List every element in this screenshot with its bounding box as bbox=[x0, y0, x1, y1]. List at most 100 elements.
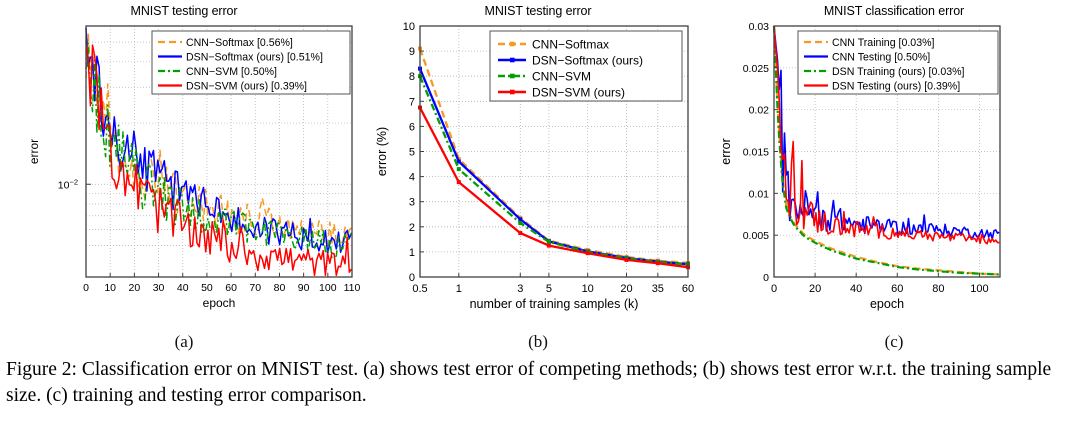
ytick-label-9: 9 bbox=[409, 46, 415, 58]
xtick-label-5: 20 bbox=[620, 283, 632, 295]
panel-c-xlabel: epoch bbox=[870, 297, 904, 311]
xtick-label-80: 80 bbox=[274, 282, 286, 294]
legend-marker-3 bbox=[510, 89, 515, 95]
legend-label-0: CNN−Softmax [0.56%] bbox=[186, 37, 293, 49]
xtick-label-3: 5 bbox=[546, 283, 552, 295]
ytick-label-7: 7 bbox=[409, 96, 415, 108]
ytick-label-1: 0.005 bbox=[743, 230, 769, 242]
panel-a-legend-box bbox=[151, 30, 351, 95]
panel-c-plot: 0 20 40 60 80 100 0 0.005 0.01 0.015 0.02 0.025 0.03… bbox=[719, 21, 1001, 311]
panel-b-legend-box bbox=[489, 30, 683, 102]
xtick-label-40: 40 bbox=[850, 283, 862, 295]
xtick-label-110: 110 bbox=[344, 282, 361, 294]
subcaption-b: (b) bbox=[528, 332, 548, 351]
series-line-dsn-svm-ours- bbox=[85, 42, 353, 277]
xtick-label-20: 20 bbox=[129, 282, 141, 294]
ytick-label-6: 6 bbox=[409, 121, 415, 133]
legend-label-2: DSN Training (ours) [0.03%] bbox=[832, 66, 965, 78]
panel-a-xlabel: epoch bbox=[203, 296, 236, 310]
xtick-label-40: 40 bbox=[177, 282, 189, 294]
xtick-label-10: 10 bbox=[104, 282, 116, 294]
panel-b-ylabel: error (%) bbox=[375, 127, 389, 176]
panel-a-axes-frame bbox=[85, 25, 353, 278]
legend-label-3: DSN−SVM (ours) [0.39%] bbox=[186, 80, 307, 92]
ytick-label-1: 1 bbox=[409, 247, 415, 259]
series-line-cnn-svm bbox=[418, 75, 689, 266]
ytick-label-5: 0.025 bbox=[743, 63, 769, 75]
xtick-label-70: 70 bbox=[249, 282, 261, 294]
series-marker bbox=[518, 221, 523, 226]
series-marker bbox=[456, 159, 461, 164]
xtick-label-90: 90 bbox=[298, 282, 310, 294]
legend-marker-1 bbox=[510, 57, 515, 63]
legend-label-3: DSN−SVM (ours) bbox=[532, 85, 625, 99]
xtick-label-6: 35 bbox=[652, 283, 664, 295]
legend-marker-0 bbox=[510, 41, 515, 47]
xtick-label-30: 30 bbox=[153, 282, 165, 294]
legend-label-1: CNN Testing [0.50%] bbox=[832, 51, 930, 63]
xtick-label-0: 0.5 bbox=[412, 283, 427, 295]
panel-b-title: MNIST testing error bbox=[484, 4, 592, 18]
series-marker bbox=[456, 167, 461, 172]
xtick-label-1: 1 bbox=[456, 283, 462, 295]
legend-label-1: DSN−Softmax (ours) bbox=[532, 53, 643, 67]
panel-a: MNIST testing error 0 10 20 30 40 50 60 70 80 90 1… bbox=[0, 0, 368, 330]
panel-b: MNIST testing error 0.5 1 3 5 10 20 35 60 0 1 2 3 4 5… bbox=[368, 0, 708, 330]
legend-marker-2 bbox=[510, 73, 515, 79]
xtick-label-20: 20 bbox=[809, 283, 821, 295]
series-line-dsn-testing-ours- bbox=[773, 25, 1000, 245]
xtick-label-80: 80 bbox=[932, 283, 944, 295]
ytick-label-6: 0.03 bbox=[749, 21, 770, 33]
series-line-cnn-svm bbox=[85, 42, 353, 259]
panel-c: MNIST classification error 0 20 40 60 80 100 0… bbox=[708, 0, 1080, 330]
panel-b-xlabel: number of training samples (k) bbox=[470, 297, 639, 311]
xtick-label-50: 50 bbox=[201, 282, 213, 294]
series-marker bbox=[624, 257, 629, 262]
subcaption-a: (a) bbox=[174, 332, 194, 351]
legend-label-2: CNN−SVM [0.50%] bbox=[186, 66, 277, 78]
xtick-label-0: 0 bbox=[83, 282, 89, 294]
xtick-label-100: 100 bbox=[970, 283, 988, 295]
legend-label-3: DSN Testing (ours) [0.39%] bbox=[832, 80, 960, 92]
ytick-label-2: 2 bbox=[409, 222, 415, 234]
ytick-label-0: 0 bbox=[409, 272, 415, 284]
legend-label-0: CNN−Softmax bbox=[532, 37, 609, 51]
panel-c-title: MNIST classification error bbox=[823, 4, 965, 18]
series-line-cnn-testing bbox=[773, 25, 1000, 240]
ytick-label-4: 0.02 bbox=[749, 105, 770, 117]
series-line-dsn-svm-ours- bbox=[418, 107, 689, 269]
ytick-label-10: 10 bbox=[403, 21, 415, 33]
ytick-label-4: 4 bbox=[409, 172, 415, 184]
figure-caption: Figure 2: Classification error on MNIST … bbox=[6, 359, 1052, 406]
series-marker bbox=[655, 261, 660, 266]
xtick-label-100: 100 bbox=[319, 282, 337, 294]
series-line-dsn-training-ours- bbox=[772, 25, 1000, 276]
xtick-label-4: 10 bbox=[582, 283, 594, 295]
xtick-label-7: 60 bbox=[682, 283, 694, 295]
panel-a-ylabel: error bbox=[27, 139, 41, 164]
panel-c-legend-box bbox=[797, 30, 999, 95]
ytick-label-2: 0.01 bbox=[749, 188, 770, 200]
series-marker bbox=[585, 251, 590, 256]
series-marker bbox=[456, 180, 461, 185]
xtick-label-60: 60 bbox=[225, 282, 237, 294]
xtick-label-2: 3 bbox=[517, 283, 523, 295]
ytick-label-exponent: −2 bbox=[69, 177, 78, 186]
legend-label-1: DSN−Softmax (ours) [0.51%] bbox=[186, 51, 323, 63]
panel-a-title: MNIST testing error bbox=[130, 4, 238, 18]
series-marker bbox=[518, 231, 523, 236]
panel-c-ylabel: error bbox=[719, 138, 733, 164]
ytick-label-1e-2: 10−2 bbox=[58, 177, 78, 191]
subcaption-c: (c) bbox=[884, 332, 904, 351]
ytick-label-3: 0.015 bbox=[743, 147, 769, 159]
legend-label-0: CNN Training [0.03%] bbox=[832, 37, 935, 49]
ytick-label-5: 5 bbox=[409, 147, 415, 159]
panel-a-plot: 0 10 20 30 40 50 60 70 80 90 100 110 10−2 epoch error C… bbox=[27, 25, 361, 310]
series-marker bbox=[518, 217, 523, 222]
legend-label-2: CNN−SVM bbox=[532, 69, 591, 83]
xtick-label-0: 0 bbox=[771, 283, 777, 295]
series-marker bbox=[546, 243, 551, 248]
ytick-label-0: 0 bbox=[763, 272, 769, 284]
